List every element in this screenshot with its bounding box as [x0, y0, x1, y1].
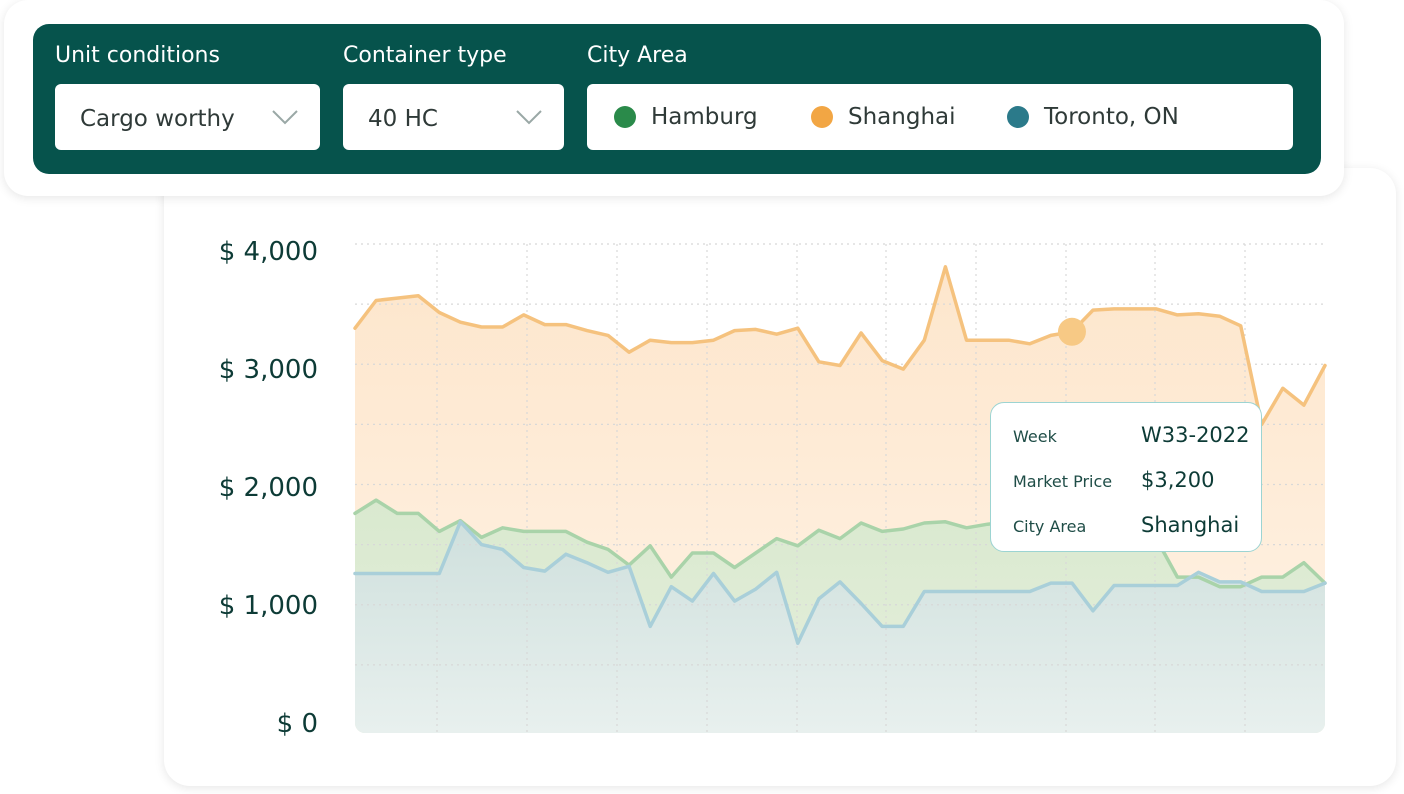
hamburg-dot-icon [614, 106, 636, 128]
legend-label: Hamburg [651, 104, 758, 130]
container-type-label: Container type [343, 43, 507, 68]
legend-item-toronto[interactable]: Toronto, ON [1007, 84, 1179, 150]
filter-card: Unit conditions Cargo worthy Container t… [4, 0, 1344, 196]
chevron-down-icon [272, 110, 298, 125]
y-tick-label-3000: $ 3,000 [218, 355, 318, 385]
legend-label: Shanghai [848, 104, 956, 130]
tooltip-area-value: Shanghai [1141, 513, 1240, 537]
container-type-dropdown[interactable]: 40 HC [343, 84, 564, 150]
shanghai-dot-icon [811, 106, 833, 128]
legend-item-hamburg[interactable]: Hamburg [614, 84, 758, 150]
chart-tooltip: Week W33-2022 Market Price $3,200 City A… [990, 402, 1262, 552]
highlight-point [1057, 317, 1086, 346]
container-type-value: 40 HC [368, 106, 438, 132]
city-area-legend: Hamburg Shanghai Toronto, ON [587, 84, 1293, 150]
y-tick-label-1000: $ 1,000 [218, 591, 318, 621]
toronto-dot-icon [1007, 106, 1029, 128]
filter-bar: Unit conditions Cargo worthy Container t… [33, 24, 1321, 174]
tooltip-week-label: Week [1013, 427, 1057, 446]
y-tick-label-2000: $ 2,000 [218, 473, 318, 503]
unit-conditions-label: Unit conditions [55, 43, 220, 68]
chevron-down-icon [516, 110, 542, 125]
y-tick-label-0: $ 0 [276, 709, 318, 739]
legend-item-shanghai[interactable]: Shanghai [811, 84, 956, 150]
tooltip-week-value: W33-2022 [1141, 423, 1250, 447]
y-tick-label-4000: $ 4,000 [218, 237, 318, 267]
series-line-shanghai [353, 265, 1327, 427]
area-fill-toronto-on [355, 521, 1325, 733]
legend-label: Toronto, ON [1044, 104, 1179, 130]
tooltip-price-label: Market Price [1013, 472, 1113, 491]
tooltip-price-value: $3,200 [1141, 468, 1215, 492]
unit-conditions-dropdown[interactable]: Cargo worthy [55, 84, 320, 150]
city-area-label: City Area [587, 43, 688, 68]
plot-area [355, 266, 1325, 733]
unit-conditions-value: Cargo worthy [80, 106, 235, 132]
tooltip-area-label: City Area [1013, 517, 1087, 536]
series-line-toronto-on [353, 520, 1327, 645]
